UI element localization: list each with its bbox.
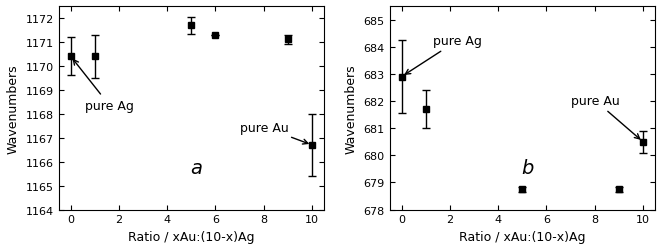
Y-axis label: Wavenumbers: Wavenumbers bbox=[345, 64, 358, 153]
Y-axis label: Wavenumbers: Wavenumbers bbox=[7, 64, 20, 153]
Text: pure Au: pure Au bbox=[571, 94, 639, 139]
X-axis label: Ratio / xAu:(10-x)Ag: Ratio / xAu:(10-x)Ag bbox=[128, 230, 255, 243]
X-axis label: Ratio / xAu:(10-x)Ag: Ratio / xAu:(10-x)Ag bbox=[459, 230, 586, 243]
Text: b: b bbox=[522, 158, 534, 177]
Text: pure Ag: pure Ag bbox=[73, 60, 134, 112]
Text: a: a bbox=[191, 158, 203, 177]
Text: pure Au: pure Au bbox=[240, 121, 308, 144]
Text: pure Ag: pure Ag bbox=[405, 35, 482, 75]
